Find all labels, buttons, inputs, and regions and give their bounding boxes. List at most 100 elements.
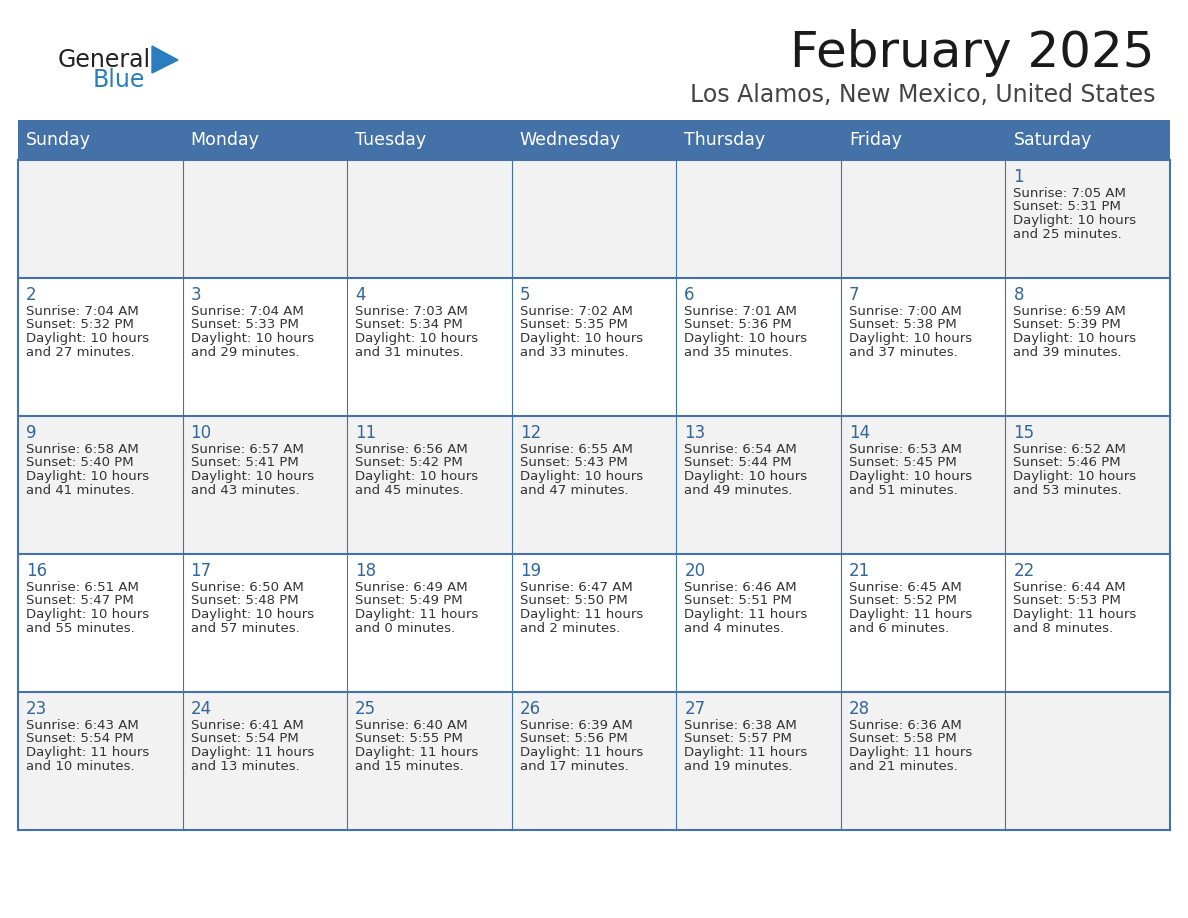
Text: Sunset: 5:53 PM: Sunset: 5:53 PM xyxy=(1013,595,1121,608)
Text: 24: 24 xyxy=(190,700,211,718)
Text: 10: 10 xyxy=(190,424,211,442)
Text: Los Alamos, New Mexico, United States: Los Alamos, New Mexico, United States xyxy=(689,83,1155,107)
Text: Sunset: 5:56 PM: Sunset: 5:56 PM xyxy=(519,733,627,745)
Text: Sunrise: 6:53 AM: Sunrise: 6:53 AM xyxy=(849,443,962,456)
Text: and 55 minutes.: and 55 minutes. xyxy=(26,621,134,634)
Text: Wednesday: Wednesday xyxy=(519,131,621,149)
Text: Sunset: 5:39 PM: Sunset: 5:39 PM xyxy=(1013,319,1121,331)
Text: and 49 minutes.: and 49 minutes. xyxy=(684,484,792,497)
Text: and 41 minutes.: and 41 minutes. xyxy=(26,484,134,497)
Text: February 2025: February 2025 xyxy=(790,29,1155,77)
Text: Sunset: 5:51 PM: Sunset: 5:51 PM xyxy=(684,595,792,608)
Text: Daylight: 10 hours: Daylight: 10 hours xyxy=(26,470,150,483)
Text: Daylight: 10 hours: Daylight: 10 hours xyxy=(355,332,479,345)
Text: Daylight: 11 hours: Daylight: 11 hours xyxy=(26,746,150,759)
Text: Sunset: 5:50 PM: Sunset: 5:50 PM xyxy=(519,595,627,608)
Text: 14: 14 xyxy=(849,424,870,442)
Text: Sunrise: 6:59 AM: Sunrise: 6:59 AM xyxy=(1013,305,1126,318)
Text: 28: 28 xyxy=(849,700,870,718)
Text: Blue: Blue xyxy=(93,68,145,92)
Text: Daylight: 10 hours: Daylight: 10 hours xyxy=(519,332,643,345)
Text: and 27 minutes.: and 27 minutes. xyxy=(26,345,134,359)
Text: Sunset: 5:31 PM: Sunset: 5:31 PM xyxy=(1013,200,1121,214)
Text: Sunrise: 6:43 AM: Sunrise: 6:43 AM xyxy=(26,719,139,732)
FancyBboxPatch shape xyxy=(18,120,1170,160)
Text: and 2 minutes.: and 2 minutes. xyxy=(519,621,620,634)
Text: Daylight: 10 hours: Daylight: 10 hours xyxy=(190,470,314,483)
Text: Daylight: 10 hours: Daylight: 10 hours xyxy=(849,470,972,483)
Text: Sunrise: 6:56 AM: Sunrise: 6:56 AM xyxy=(355,443,468,456)
Text: Daylight: 10 hours: Daylight: 10 hours xyxy=(1013,332,1137,345)
FancyBboxPatch shape xyxy=(18,692,1170,830)
Text: Daylight: 11 hours: Daylight: 11 hours xyxy=(519,746,643,759)
Text: Daylight: 10 hours: Daylight: 10 hours xyxy=(26,332,150,345)
Text: Monday: Monday xyxy=(190,131,259,149)
Text: 17: 17 xyxy=(190,562,211,580)
Text: 18: 18 xyxy=(355,562,377,580)
Text: Sunset: 5:40 PM: Sunset: 5:40 PM xyxy=(26,456,133,469)
Text: and 0 minutes.: and 0 minutes. xyxy=(355,621,455,634)
Text: Sunrise: 6:41 AM: Sunrise: 6:41 AM xyxy=(190,719,303,732)
Text: Sunrise: 6:39 AM: Sunrise: 6:39 AM xyxy=(519,719,632,732)
Text: Sunrise: 7:03 AM: Sunrise: 7:03 AM xyxy=(355,305,468,318)
Text: Sunday: Sunday xyxy=(26,131,91,149)
Text: Sunset: 5:49 PM: Sunset: 5:49 PM xyxy=(355,595,463,608)
Text: and 4 minutes.: and 4 minutes. xyxy=(684,621,784,634)
Text: Saturday: Saturday xyxy=(1013,131,1092,149)
Text: Daylight: 10 hours: Daylight: 10 hours xyxy=(190,608,314,621)
Text: 21: 21 xyxy=(849,562,870,580)
Polygon shape xyxy=(152,46,178,73)
Text: Sunrise: 7:04 AM: Sunrise: 7:04 AM xyxy=(190,305,303,318)
Text: Sunrise: 6:46 AM: Sunrise: 6:46 AM xyxy=(684,581,797,594)
Text: Sunset: 5:42 PM: Sunset: 5:42 PM xyxy=(355,456,463,469)
Text: Sunset: 5:52 PM: Sunset: 5:52 PM xyxy=(849,595,956,608)
Text: Sunset: 5:45 PM: Sunset: 5:45 PM xyxy=(849,456,956,469)
FancyBboxPatch shape xyxy=(18,160,1170,278)
Text: Sunrise: 6:47 AM: Sunrise: 6:47 AM xyxy=(519,581,632,594)
Text: 26: 26 xyxy=(519,700,541,718)
Text: General: General xyxy=(58,48,151,72)
Text: Sunset: 5:46 PM: Sunset: 5:46 PM xyxy=(1013,456,1121,469)
Text: Sunset: 5:38 PM: Sunset: 5:38 PM xyxy=(849,319,956,331)
Text: Daylight: 10 hours: Daylight: 10 hours xyxy=(684,332,808,345)
Text: Sunset: 5:32 PM: Sunset: 5:32 PM xyxy=(26,319,134,331)
Text: 13: 13 xyxy=(684,424,706,442)
Text: Friday: Friday xyxy=(849,131,902,149)
Text: Sunrise: 7:02 AM: Sunrise: 7:02 AM xyxy=(519,305,632,318)
Text: Sunrise: 6:50 AM: Sunrise: 6:50 AM xyxy=(190,581,303,594)
Text: and 35 minutes.: and 35 minutes. xyxy=(684,345,794,359)
Text: Sunrise: 6:45 AM: Sunrise: 6:45 AM xyxy=(849,581,961,594)
Text: Sunrise: 7:00 AM: Sunrise: 7:00 AM xyxy=(849,305,961,318)
Text: Daylight: 11 hours: Daylight: 11 hours xyxy=(684,608,808,621)
Text: Thursday: Thursday xyxy=(684,131,765,149)
Text: Daylight: 11 hours: Daylight: 11 hours xyxy=(1013,608,1137,621)
Text: Daylight: 10 hours: Daylight: 10 hours xyxy=(519,470,643,483)
Text: 16: 16 xyxy=(26,562,48,580)
Text: and 33 minutes.: and 33 minutes. xyxy=(519,345,628,359)
Text: Daylight: 10 hours: Daylight: 10 hours xyxy=(26,608,150,621)
Text: 2: 2 xyxy=(26,286,37,304)
Text: Sunrise: 7:04 AM: Sunrise: 7:04 AM xyxy=(26,305,139,318)
Text: Tuesday: Tuesday xyxy=(355,131,426,149)
Text: Sunrise: 6:57 AM: Sunrise: 6:57 AM xyxy=(190,443,303,456)
Text: Sunrise: 6:52 AM: Sunrise: 6:52 AM xyxy=(1013,443,1126,456)
Text: and 21 minutes.: and 21 minutes. xyxy=(849,759,958,773)
Text: Sunset: 5:48 PM: Sunset: 5:48 PM xyxy=(190,595,298,608)
Text: Sunset: 5:58 PM: Sunset: 5:58 PM xyxy=(849,733,956,745)
Text: Daylight: 11 hours: Daylight: 11 hours xyxy=(190,746,314,759)
Text: 22: 22 xyxy=(1013,562,1035,580)
Text: Sunset: 5:57 PM: Sunset: 5:57 PM xyxy=(684,733,792,745)
Text: and 10 minutes.: and 10 minutes. xyxy=(26,759,134,773)
Text: Daylight: 10 hours: Daylight: 10 hours xyxy=(849,332,972,345)
Text: and 31 minutes.: and 31 minutes. xyxy=(355,345,463,359)
Text: 11: 11 xyxy=(355,424,377,442)
Text: and 45 minutes.: and 45 minutes. xyxy=(355,484,463,497)
Text: and 51 minutes.: and 51 minutes. xyxy=(849,484,958,497)
Text: Sunrise: 6:55 AM: Sunrise: 6:55 AM xyxy=(519,443,632,456)
Text: 15: 15 xyxy=(1013,424,1035,442)
Text: Sunrise: 6:40 AM: Sunrise: 6:40 AM xyxy=(355,719,468,732)
Text: and 6 minutes.: and 6 minutes. xyxy=(849,621,949,634)
Text: 20: 20 xyxy=(684,562,706,580)
Text: and 13 minutes.: and 13 minutes. xyxy=(190,759,299,773)
Text: Daylight: 11 hours: Daylight: 11 hours xyxy=(519,608,643,621)
